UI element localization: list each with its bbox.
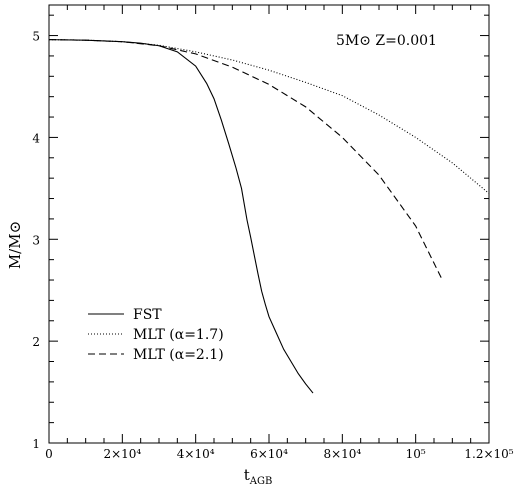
x-axis-title: tAGB [244,466,273,487]
legend-entry-mlt-1-7: MLT (α=1.7) [88,327,224,343]
y-tick-label: 1 [32,437,40,451]
chart-annotation: 5M⊙ Z=0.001 [336,33,437,49]
x-axis-title-main: t [244,466,250,484]
x-tick-label: 4×10⁴ [177,447,215,461]
x-tick-label: 8×10⁴ [323,447,361,461]
x-tick-label: 2×10⁴ [103,447,141,461]
legend-label-mlt-2-1: MLT (α=2.1) [133,347,224,363]
series-mlt-2-1-line [48,39,442,279]
axis-ticks [48,5,490,444]
legend-entry-mlt-2-1: MLT (α=2.1) [88,347,224,363]
legend-label-fst: FST [133,307,162,323]
series-layer [48,39,490,394]
legend-label-mlt-1-7: MLT (α=1.7) [133,327,224,343]
y-tick-label: 3 [32,233,40,247]
y-tick-label: 2 [32,335,40,349]
x-tick-label: 6×10⁴ [250,447,288,461]
x-tick-label: 10⁵ [406,447,426,461]
plot-area [48,4,490,444]
legend: FST MLT (α=1.7) MLT (α=2.1) [88,307,224,363]
x-axis-title-subscript: AGB [249,476,273,487]
y-tick-label: 5 [32,30,40,44]
tick-labels: 0 2×10⁴ 4×10⁴ 6×10⁴ 8×10⁴ 10⁵ 1.2×10⁵ 1 2 3 4 5 [32,30,513,461]
legend-entry-fst: FST [88,307,162,323]
x-tick-label: 0 [45,447,53,461]
y-axis-title: M/M⊙ [6,221,24,269]
x-tick-label: 1.2×10⁵ [464,447,513,461]
y-tick-label: 4 [32,131,40,145]
